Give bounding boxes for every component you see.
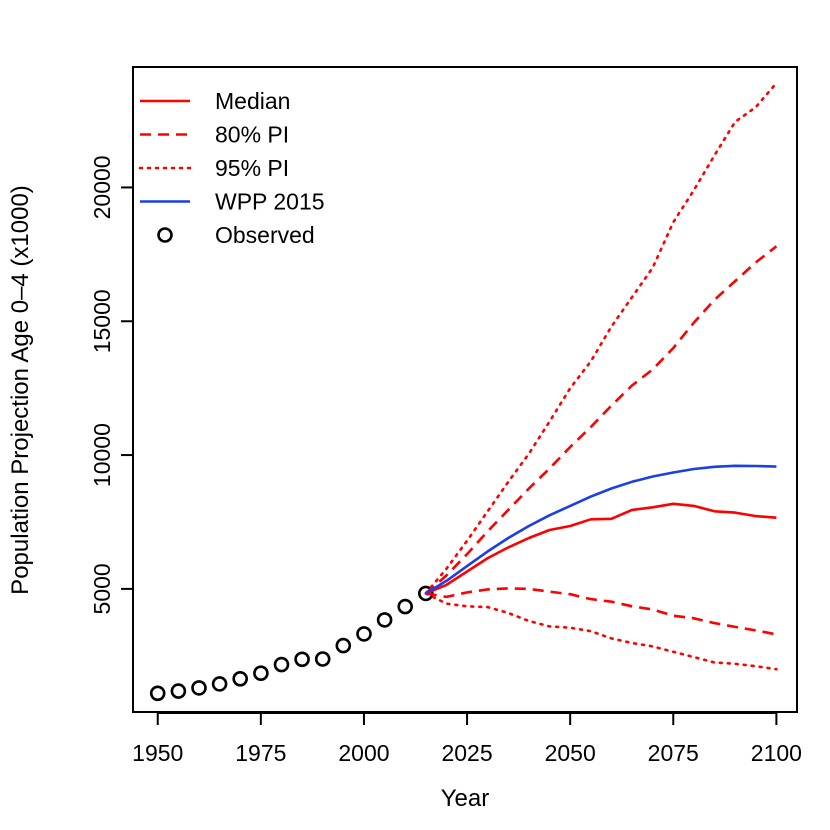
legend-item-observed: Observed xyxy=(157,222,315,248)
observed-point xyxy=(191,680,207,696)
x-tick-label: 2050 xyxy=(545,740,596,766)
series-line-80-pi-lower xyxy=(425,587,777,636)
plot-frame xyxy=(132,66,798,713)
y-tick-label: 5000 xyxy=(89,563,115,614)
x-tick-label: 2025 xyxy=(441,740,492,766)
series-line-95-pi-upper xyxy=(424,81,778,595)
observed-point xyxy=(253,665,269,682)
y-tick-label: 10000 xyxy=(89,423,115,487)
x-tick-label: 2000 xyxy=(338,740,389,766)
observed-point xyxy=(376,612,393,628)
y-tick-label: 15000 xyxy=(89,289,115,353)
x-tick-label: 1975 xyxy=(235,740,286,766)
observed-point xyxy=(149,685,166,702)
y-axis-title: Population Projection Age 0–4 (x1000) xyxy=(7,185,34,595)
legend-item-95-pi: 95% PI xyxy=(138,155,289,181)
x-tick-label: 1950 xyxy=(132,740,183,766)
series-layer xyxy=(149,81,778,702)
legend-label: WPP 2015 xyxy=(215,189,325,215)
observed-point xyxy=(335,637,352,654)
x-axis-title: Year xyxy=(441,785,490,812)
legend-label: Observed xyxy=(215,222,315,248)
legend-item-80-pi: 80% PI xyxy=(140,122,289,148)
x-tick-label: 2075 xyxy=(648,740,699,766)
observed-point xyxy=(170,683,187,699)
series-line-wpp-2015 xyxy=(425,464,777,595)
observed-point xyxy=(314,651,331,667)
x-tick-label: 2100 xyxy=(751,740,802,766)
legend-label: 80% PI xyxy=(215,122,289,148)
legend: Median 80% PI 95% PI WPP 2015 Observed xyxy=(138,88,325,248)
observed-point xyxy=(232,670,248,687)
legend-item-wpp-2015: WPP 2015 xyxy=(140,189,325,215)
series-line-80-pi-upper xyxy=(424,245,778,595)
series-line-median xyxy=(425,502,777,595)
legend-item-median: Median xyxy=(140,88,290,114)
observed-point xyxy=(397,598,414,615)
observed-point xyxy=(211,676,228,692)
observed-point xyxy=(294,651,310,668)
series-observed xyxy=(149,585,434,702)
legend-swatch xyxy=(157,227,173,243)
observed-point xyxy=(273,656,290,673)
legend-label: 95% PI xyxy=(215,155,289,181)
legend-label: Median xyxy=(215,88,290,114)
y-tick-label: 20000 xyxy=(89,155,115,219)
observed-point xyxy=(356,626,372,642)
